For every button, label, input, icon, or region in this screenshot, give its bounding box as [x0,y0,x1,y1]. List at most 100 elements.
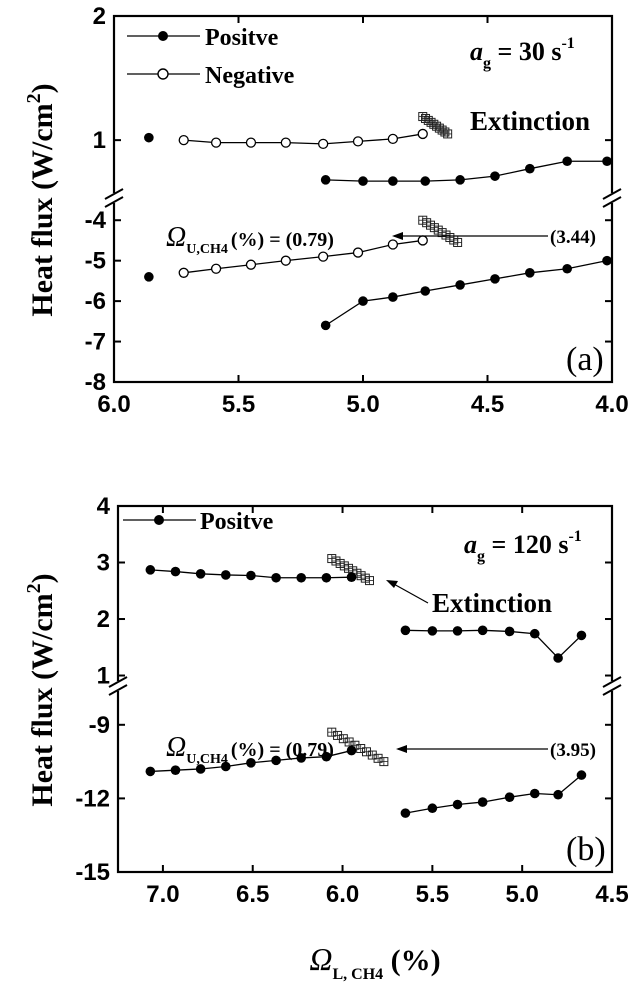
legend-label-negative: Negative [205,63,295,89]
pb-data-point-filled [296,572,307,583]
pb-upper-y-tick-label: 1 [97,663,110,690]
pa-break-gap [608,193,616,203]
panel-a-axis-break [104,188,622,208]
pa-data-point-open [178,267,189,278]
pa-lower-y-tick-label: -7 [85,329,106,356]
pb-x-tick-label: 4.5 [595,881,628,908]
pb-break-slash [602,676,622,688]
pb-break-slash [602,684,622,696]
pb-data-point-filled [296,753,307,763]
panel-a-omega-text: ΩU,CH4 (%) = (0.79) [166,222,334,257]
pb-data-point-filled [504,626,515,637]
pa-data-point-filled [525,163,535,174]
pb-data-point-filled [477,797,488,807]
pa-break-gap [110,193,118,203]
panel-b-extinction-label: Extinction [432,588,552,618]
pb-data-point-filled [346,572,357,582]
panel-b-extinction-annotation: Extinction [386,580,552,618]
pb-data-point-filled [452,799,463,810]
pa-extinction-hatch [418,112,453,139]
pb-data-point-filled [400,808,411,818]
legend-marker-filled-b [154,515,164,525]
pb-series-positve-upper [400,625,587,663]
pa-series-positve-upper [320,156,612,186]
pa-break-slash [104,188,124,200]
pa-lower-y-tick-label: -5 [85,248,106,275]
pa-data-point-filled [358,176,368,186]
pa-lower-y-tick-label: -8 [85,369,106,396]
legend-label-positve-b: Positve [200,509,274,535]
pb-break-gap [608,681,616,691]
pb-data-point-filled [452,626,463,636]
pa-data-point-open [417,128,428,140]
pa-break-slash [104,196,124,208]
pa-data-point-filled [602,156,612,167]
pb-data-point-filled [220,570,231,580]
pb-data-point-filled [271,755,281,766]
pb-data-point-filled [170,765,181,775]
panel-b-omega-annotation: ΩU,CH4 (%) = (0.79) (3.95) [166,732,596,767]
pa-series-positve-lower [320,255,612,331]
pa-series-line [183,133,423,145]
pa-x-tick-label: 6.0 [97,391,130,418]
pb-x-tick-label: 6.5 [236,881,269,908]
pb-data-point-filled [195,569,206,579]
legend-marker-filled [158,31,168,41]
panel-a-rate-text: ag = 30 s-1 [470,35,575,72]
pb-x-tick-label: 5.5 [416,881,449,908]
pb-extinction-hatch [327,554,374,586]
pb-data-point-filled [170,566,181,577]
pb-data-point-filled [529,788,540,799]
pa-data-point-filled [388,292,398,302]
pa-data-point-open [387,239,399,250]
pa-x-tick-label: 4.0 [595,391,628,418]
pb-lower-y-tick-label: -12 [75,785,110,812]
panel-b-rate-text: ag = 120 s-1 [464,528,582,565]
panel-a-y-ticks: 1 2 -4 -5 -6 -7 -8 [85,3,612,396]
pb-series-positve-upper [145,565,357,583]
panel-a-legend: Positve Negative [127,25,295,89]
panel-a-y-axis-label: Heat flux (W/cm2) [23,83,59,316]
pa-series-negative-upper [178,128,428,150]
pa-data-point-filled [562,263,572,274]
panel-a-omega-end-text: (3.44) [550,227,596,248]
panel-b-extinction-arrow-head [386,580,398,588]
pa-x-tick-label: 5.0 [346,391,379,418]
pb-data-point-filled [504,792,515,802]
panel-a-frame [112,14,614,384]
pa-series-negative-lower [178,235,428,278]
legend-marker-open [157,68,169,80]
pa-data-point-filled [320,320,331,331]
pa-data-point-filled [420,286,431,296]
pa-data-point-filled [602,255,612,266]
pa-lower-y-tick-label: -4 [85,207,107,234]
pa-data-point-filled [525,268,535,278]
pa-data-point-open [245,137,257,148]
pa-data-point-filled [455,280,465,290]
pa-data-point-open [280,255,291,266]
pa-data-point-filled [358,296,368,306]
legend-label-positve: Positve [205,25,279,51]
pa-series-positve-upper [144,132,154,143]
pb-data-point-filled [321,572,332,583]
pa-data-point-filled [388,176,398,186]
pb-break-gap [114,681,122,691]
pb-lower-y-tick-label: -15 [75,859,110,886]
pb-data-point-filled [346,745,357,756]
pb-data-point-filled [321,751,332,762]
pa-upper-y-tick-label: 2 [93,3,106,30]
pa-upper-y-tick-label: 1 [93,127,106,154]
pb-data-point-filled [553,789,563,800]
panel-b-frame [116,504,614,874]
pa-data-point-open [280,137,291,148]
panel-b-y-axis-label: Heat flux (W/cm2) [23,573,59,806]
pb-series-positve-lower [400,770,587,818]
pa-data-point-open [352,136,364,147]
panel-a: 6.0 5.5 5.0 4.5 4.0 1 2 -4 -5 -6 -7 -8 Heat flux (… [23,3,629,418]
pa-x-tick-label: 5.5 [222,391,255,418]
pb-upper-y-tick-label: 4 [97,493,111,520]
pa-break-slash [602,196,622,208]
panel-a-plot-area [144,112,612,331]
pb-data-point-filled [427,803,438,814]
